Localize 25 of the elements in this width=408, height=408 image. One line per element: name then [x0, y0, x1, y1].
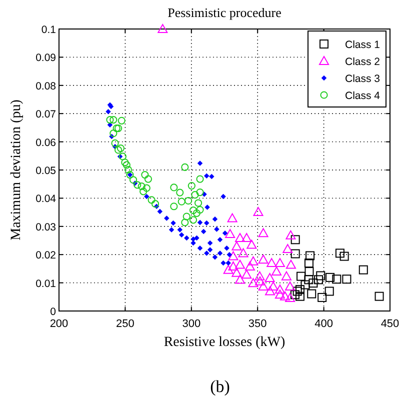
x-tick-label: 250 [116, 318, 134, 330]
y-tick-label: 0 [50, 306, 56, 318]
y-tick-label: 0.1 [41, 24, 56, 36]
y-tick-label: 0.05 [36, 165, 56, 177]
y-tick-label: 0.06 [36, 136, 56, 149]
legend-label: Class 1 [344, 39, 380, 51]
legend-label: Class 2 [344, 56, 380, 68]
y-tick-label: 0.07 [36, 108, 56, 121]
x-tick-label: 300 [182, 318, 201, 330]
text: (b) [210, 377, 230, 396]
y-tick-label: 0.03 [36, 221, 56, 234]
x-tick-label: 350 [248, 318, 267, 330]
legend-label: Class 3 [344, 73, 380, 85]
x-axis-title: Resistive losses (kW) [164, 335, 286, 350]
chart-title: Pessimistic procedure [168, 5, 282, 20]
y-tick-label: 0.02 [36, 250, 56, 262]
x-tick-label: 200 [50, 318, 68, 330]
y-tick-label: 0.08 [36, 80, 56, 92]
x-tick-label: 450 [380, 318, 400, 330]
x-tick-label: 400 [314, 318, 333, 330]
y-tick-label: 0.09 [36, 52, 56, 64]
y-axis-title: Maximum deviation (pu) [9, 99, 24, 240]
legend-label: Class 4 [344, 90, 380, 102]
y-tick-label: 0.01 [36, 278, 56, 290]
y-tick-label: 0.04 [36, 193, 56, 206]
